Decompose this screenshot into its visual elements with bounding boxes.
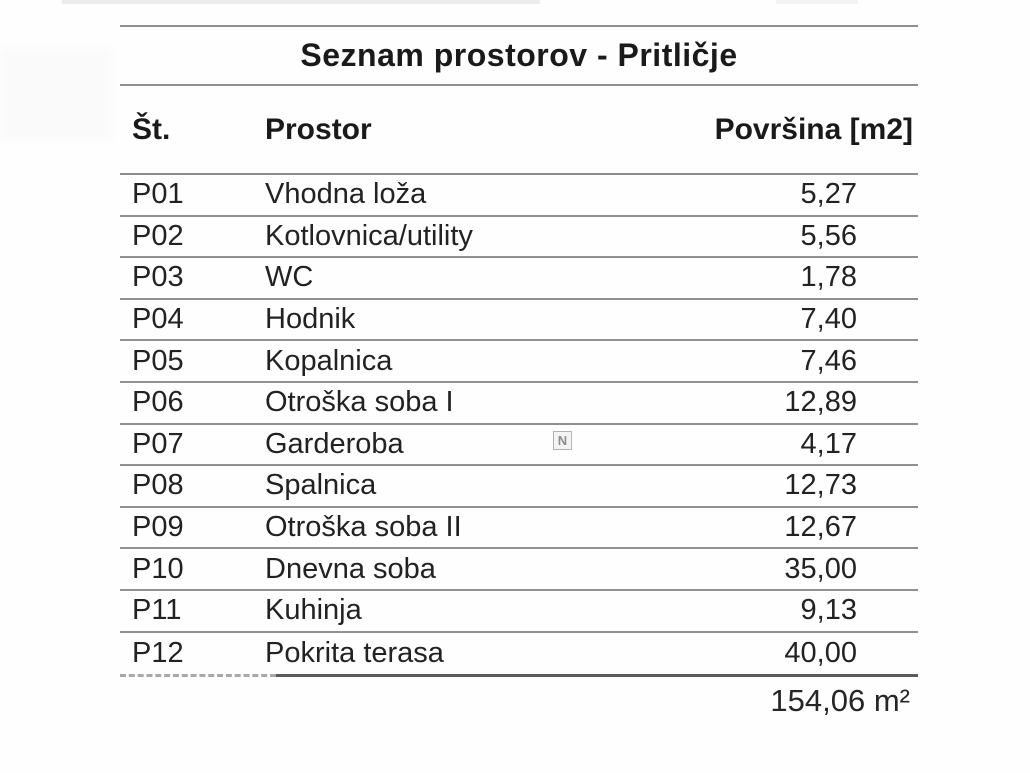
room-area: 9,13 — [800, 594, 857, 627]
scan-artifact-top-right — [776, 0, 858, 4]
table-row: P01 Vhodna loža 5,27 — [120, 175, 918, 217]
table-row: P03 WC 1,78 — [120, 258, 918, 300]
room-area: 12,67 — [784, 511, 857, 544]
room-name: Vhodna loža — [265, 178, 427, 211]
table-row: P06 Otroška soba I 12,89 — [120, 383, 918, 425]
table-row: P11 Kuhinja 9,13 — [120, 591, 918, 633]
page-title: Seznam prostorov - Pritličje — [300, 37, 738, 73]
room-name: Kuhinja — [265, 594, 362, 627]
room-number: P06 — [132, 386, 184, 419]
room-name: Garderoba — [265, 427, 404, 460]
room-area: 12,89 — [784, 386, 857, 419]
scan-artifact-left-ghost — [0, 48, 112, 140]
room-name: Kotlovnica/utility — [265, 219, 473, 252]
room-area: 40,00 — [784, 636, 857, 669]
room-name: Otroška soba I — [265, 386, 454, 419]
room-name: Spalnica — [265, 469, 377, 502]
room-name: Kopalnica — [265, 344, 393, 377]
room-number: P01 — [132, 178, 184, 211]
room-number: P11 — [132, 594, 182, 627]
column-header-area: Površina [m2] — [714, 112, 913, 146]
room-number: P07 — [132, 427, 184, 460]
room-area: 1,78 — [800, 261, 857, 294]
room-area: 7,40 — [800, 303, 857, 336]
room-name: Otroška soba II — [265, 511, 462, 544]
room-number: P09 — [132, 511, 184, 544]
room-number: P02 — [132, 219, 184, 252]
table-row: P04 Hodnik 7,40 — [120, 300, 918, 342]
table-bottom-line-solid — [276, 674, 918, 677]
table-body: P01 Vhodna loža 5,27 P02 Kotlovnica/util… — [120, 175, 918, 674]
room-area: 7,46 — [800, 344, 857, 377]
table-row: P08 Spalnica 12,73 — [120, 466, 918, 508]
room-area: 12,73 — [784, 469, 857, 502]
table-row: P05 Kopalnica 7,46 — [120, 341, 918, 383]
watermark-n-icon: N — [553, 431, 572, 450]
room-number: P03 — [132, 261, 184, 294]
room-area: 35,00 — [784, 552, 857, 585]
room-number: P12 — [132, 636, 184, 669]
table-row: P12 Pokrita terasa 40,00 — [120, 633, 918, 675]
room-number: P08 — [132, 469, 184, 502]
room-area: 5,27 — [800, 178, 857, 211]
room-number: P05 — [132, 344, 184, 377]
room-area: 5,56 — [800, 219, 857, 252]
room-list-table: Seznam prostorov - Pritličje Št. Prostor… — [120, 25, 918, 674]
table-bottom-line-dashed — [120, 674, 276, 677]
room-name: Dnevna soba — [265, 552, 436, 585]
table-row: P10 Dnevna soba 35,00 — [120, 549, 918, 591]
room-number: P04 — [132, 303, 184, 336]
table-row: P09 Otroška soba II 12,67 — [120, 508, 918, 550]
table-header-row: Št. Prostor Površina [m2] — [120, 86, 918, 175]
column-header-number: Št. — [132, 112, 171, 146]
table-row: P07 Garderoba 4,17 — [120, 425, 918, 467]
room-number: P10 — [132, 552, 184, 585]
total-area: 154,06 m² — [770, 683, 910, 718]
room-name: WC — [265, 261, 314, 294]
room-name: Pokrita terasa — [265, 636, 444, 669]
table-row: P02 Kotlovnica/utility 5,56 — [120, 217, 918, 259]
column-header-room: Prostor — [265, 112, 372, 146]
room-area: 4,17 — [800, 427, 857, 460]
scan-artifact-top-left — [62, 0, 540, 4]
room-name: Hodnik — [265, 303, 356, 336]
table-title-block: Seznam prostorov - Pritličje — [120, 25, 918, 86]
